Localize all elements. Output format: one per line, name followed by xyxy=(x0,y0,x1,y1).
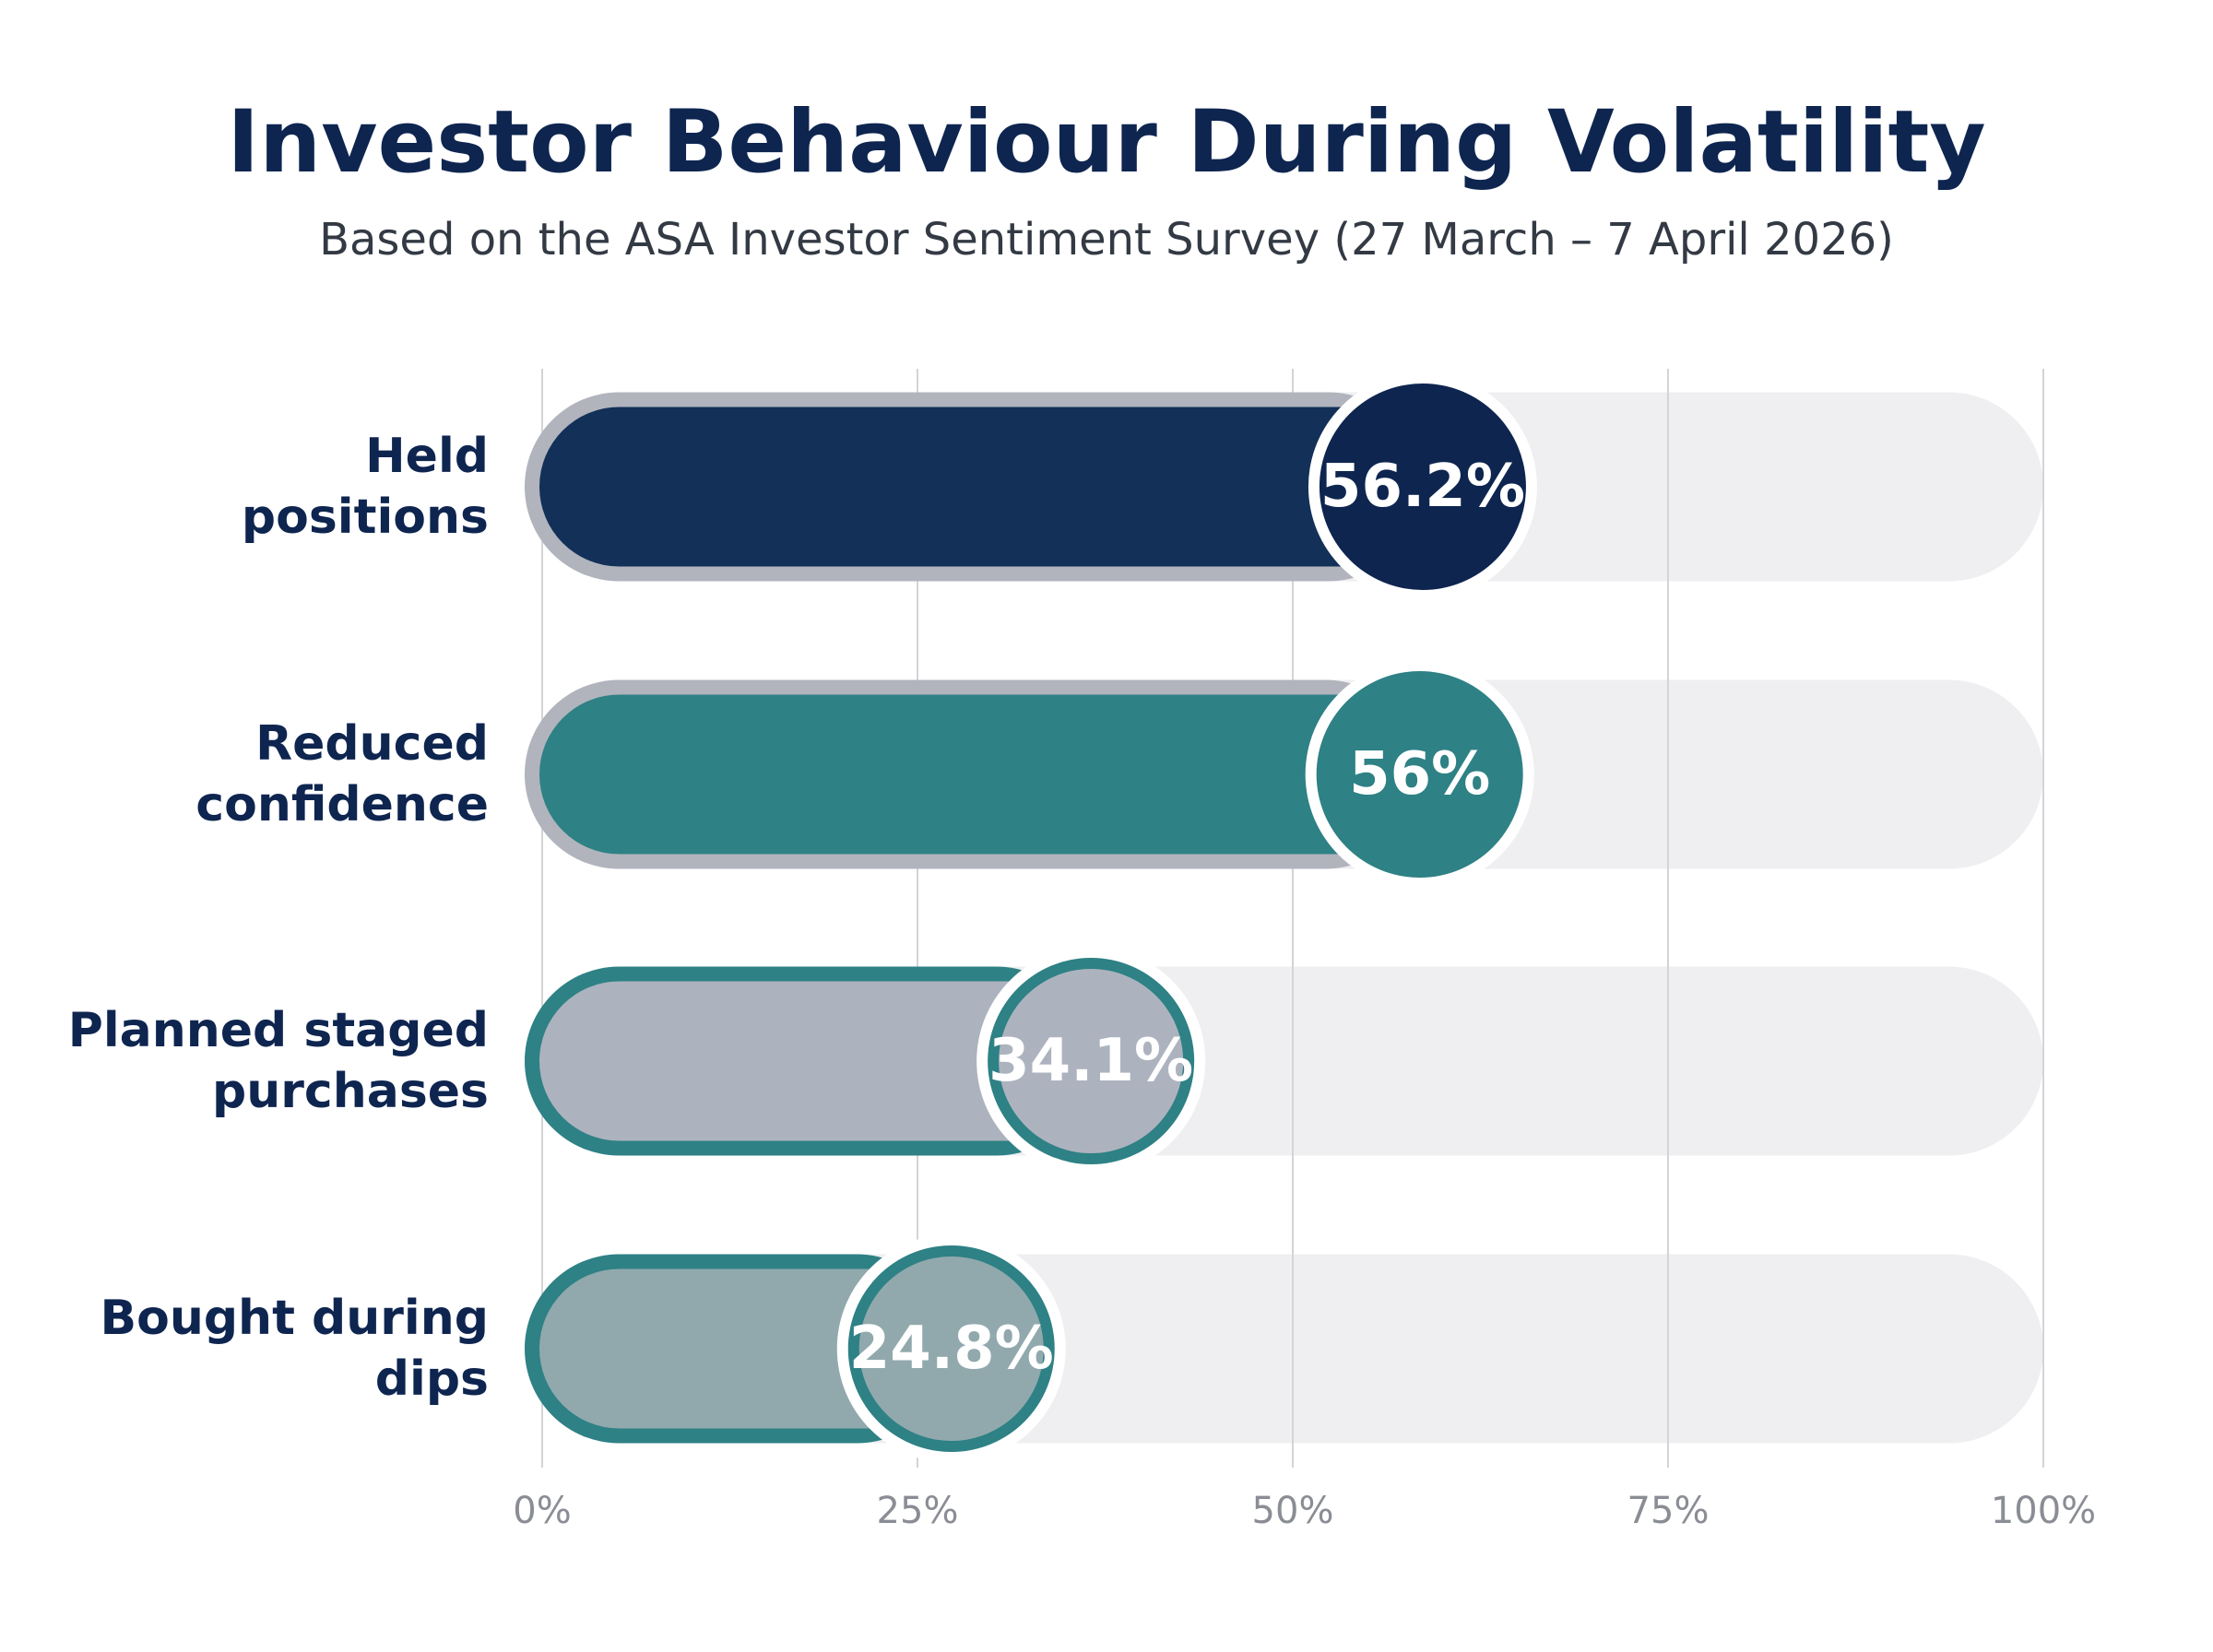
category-label: Held positions xyxy=(241,429,489,545)
x-tick-label: 100% xyxy=(1991,1490,2096,1532)
chart-subtitle: Based on the ASA Investor Sentiment Surv… xyxy=(319,214,1894,266)
bar xyxy=(539,694,1420,855)
bar xyxy=(539,981,1092,1141)
category-label: Bought during dips xyxy=(100,1291,489,1407)
value-label: 24.8% xyxy=(849,1315,1054,1383)
value-badge xyxy=(1327,682,1512,867)
bar xyxy=(539,407,1423,567)
x-tick-label: 0% xyxy=(513,1490,571,1532)
x-tick-label: 75% xyxy=(1627,1490,1710,1532)
value-badge xyxy=(999,969,1184,1153)
chart-title: Investor Behaviour During Volatility xyxy=(227,92,1985,193)
value-badge xyxy=(1330,395,1515,579)
category-label: Reduced confidence xyxy=(195,716,489,832)
x-tick-label: 50% xyxy=(1252,1490,1334,1532)
value-label: 56.2% xyxy=(1320,453,1525,521)
value-badge xyxy=(858,1257,1044,1441)
value-label: 34.1% xyxy=(988,1027,1193,1095)
category-label: Planned staged purchases xyxy=(67,1003,489,1119)
value-label: 56% xyxy=(1349,740,1490,808)
x-tick-label: 25% xyxy=(877,1490,959,1532)
